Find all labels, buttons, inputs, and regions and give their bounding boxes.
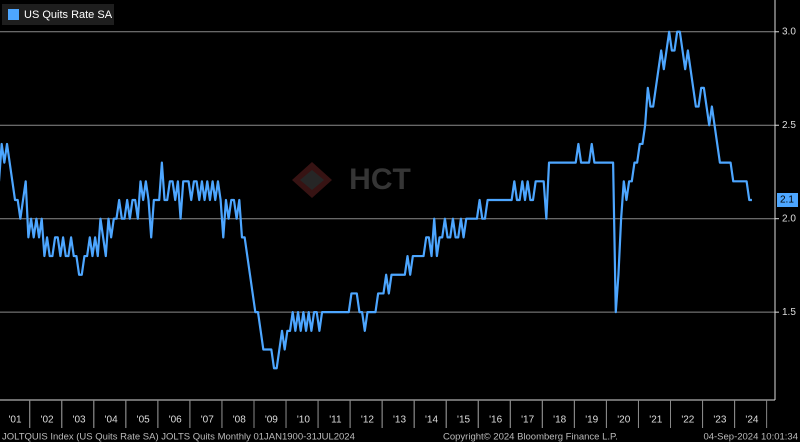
y-tick-label: 1.5	[782, 307, 796, 318]
x-tick-label: '16	[489, 415, 502, 426]
legend-label: US Quits Rate SA	[24, 9, 113, 21]
x-tick-label: '18	[553, 415, 566, 426]
x-tick-label: '13	[393, 415, 406, 426]
x-tick-label: '17	[521, 415, 534, 426]
x-tick-label: '23	[713, 415, 726, 426]
x-tick-label: '21	[649, 415, 662, 426]
last-value-label: 2.1	[780, 195, 794, 206]
x-tick-label: '11	[329, 415, 342, 426]
y-tick-label: 2.0	[782, 213, 796, 224]
watermark-text: HCT	[349, 163, 411, 196]
x-tick-label: '15	[457, 415, 470, 426]
x-tick-label: '07	[201, 415, 214, 426]
x-tick-label: '09	[265, 415, 278, 426]
x-tick-label: '24	[745, 415, 758, 426]
x-tick-label: '02	[41, 415, 54, 426]
y-tick-label: 3.0	[782, 26, 796, 37]
x-tick-label: '08	[233, 415, 246, 426]
x-tick-label: '10	[297, 415, 310, 426]
x-tick-label: '12	[361, 415, 374, 426]
y-tick-label: 2.5	[782, 120, 796, 131]
x-tick-label: '06	[169, 415, 182, 426]
source-note: JOLTQUIS Index (US Quits Rate SA) JOLTS …	[2, 432, 355, 442]
last-value-tag	[777, 193, 798, 207]
x-tick-label: '20	[617, 415, 630, 426]
x-tick-label: '22	[681, 415, 694, 426]
watermark: HCT	[292, 162, 411, 198]
x-tick-label: '05	[137, 415, 150, 426]
x-tick-label: '14	[425, 415, 438, 426]
x-tick-label: '19	[585, 415, 598, 426]
timestamp: 04-Sep-2024 10:01:34	[703, 432, 798, 442]
series-line	[0, 30, 752, 370]
x-tick-label: '03	[73, 415, 86, 426]
legend-swatch	[8, 9, 19, 20]
x-tick-label: '01	[8, 415, 21, 426]
legend-box	[2, 4, 114, 25]
copyright: Copyright© 2024 Bloomberg Finance L.P.	[443, 432, 618, 442]
x-tick-label: '04	[105, 415, 118, 426]
